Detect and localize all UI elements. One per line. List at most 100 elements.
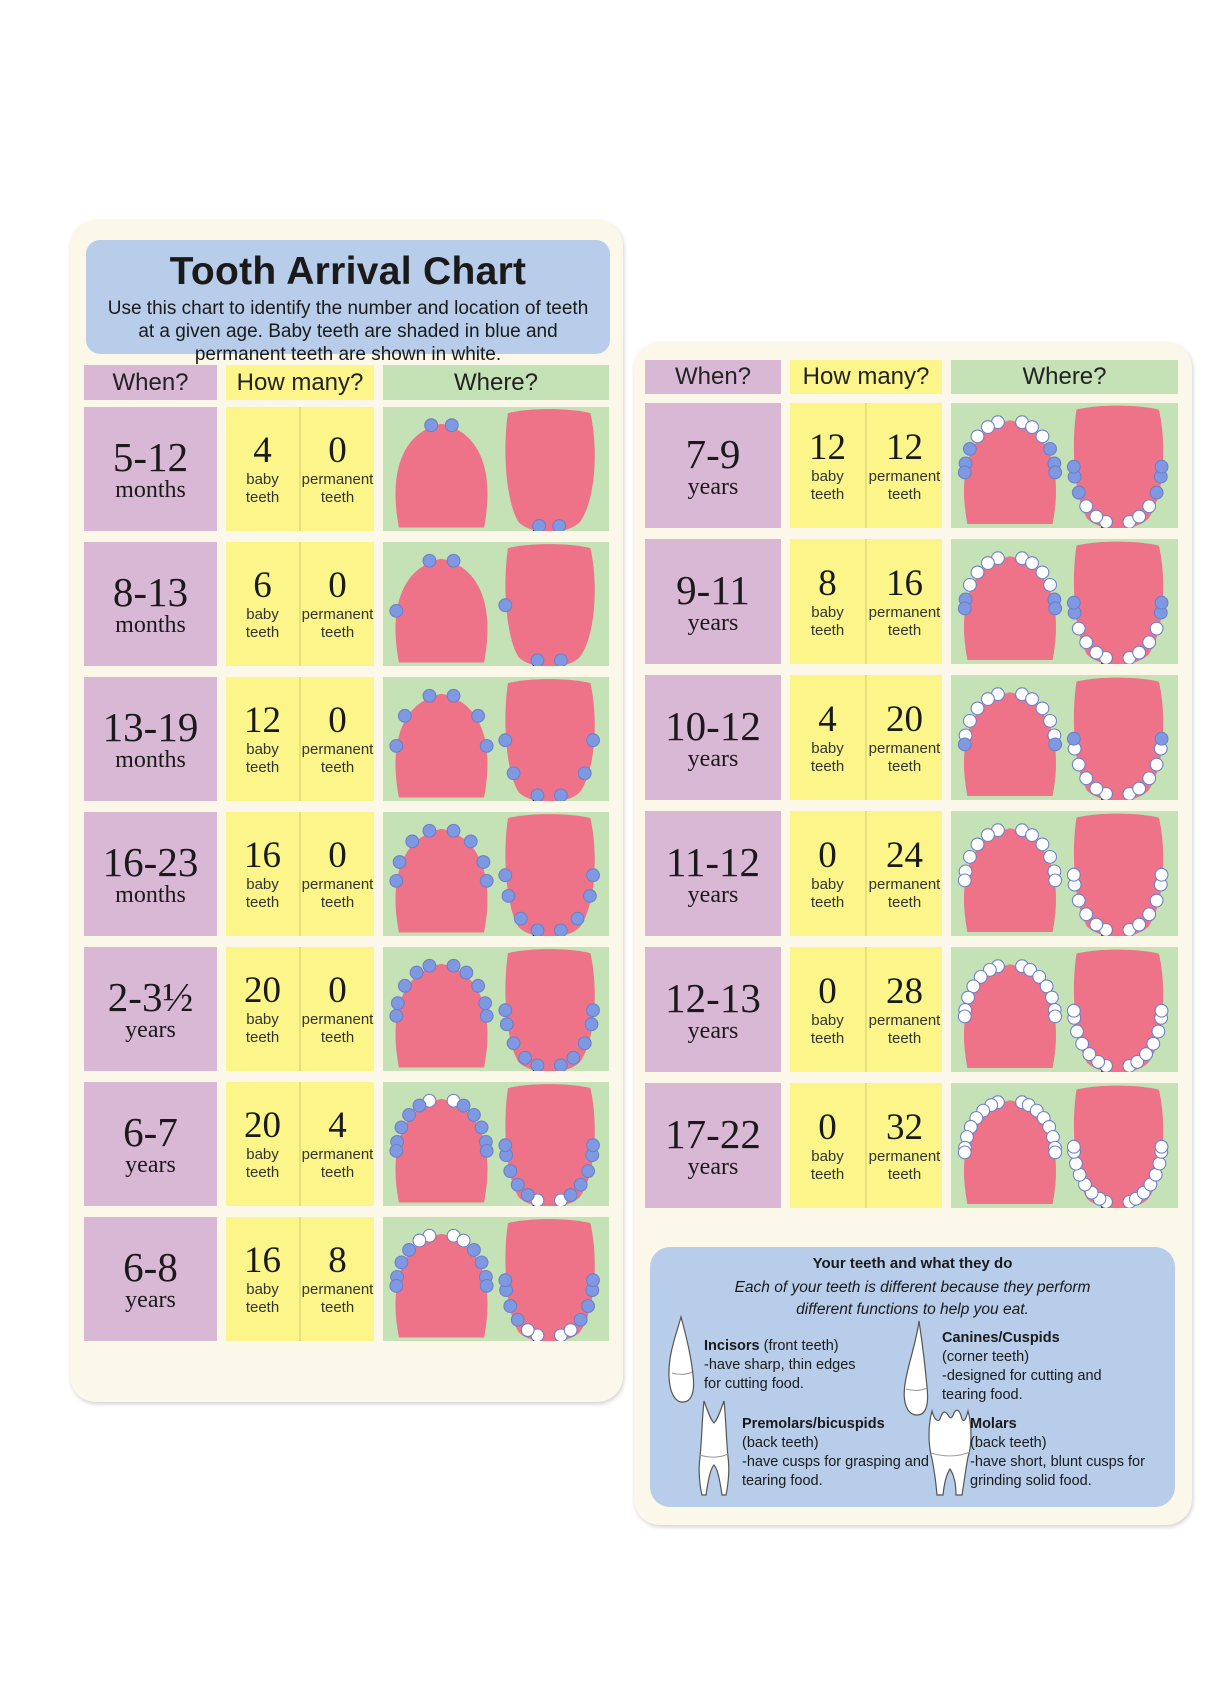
baby-count: 0 baby teeth: [790, 1083, 865, 1208]
premolars-desc: Premolars/bicuspids (back teeth) -have c…: [742, 1416, 929, 1489]
baby-teeth-label: baby teeth: [245, 471, 280, 506]
baby-count: 12 baby teeth: [790, 403, 865, 528]
permanent-teeth-label: permanent teeth: [868, 1147, 941, 1183]
molars-desc: Molars (back teeth) -have short, blunt c…: [970, 1416, 1145, 1489]
tooth-count-cell: 16 baby teeth 8 permanent teeth: [226, 1217, 374, 1341]
lower-label: lower: [532, 664, 567, 666]
how-many-header: How many?: [226, 365, 374, 400]
age-cell: 6-8 years: [84, 1217, 217, 1341]
permanent-teeth-label: permanent teeth: [868, 1011, 941, 1047]
permanent-count-number: 24: [886, 834, 923, 876]
tooth-location-cell: upper lower: [951, 675, 1178, 800]
tooth-count-cell: 16 baby teeth 0 permanent teeth: [226, 812, 374, 936]
age-unit: months: [115, 882, 186, 908]
how-many-header: How many?: [790, 360, 942, 394]
where-header: Where?: [951, 360, 1178, 394]
lower-label: lower: [532, 529, 567, 531]
age-cell: 12-13 years: [645, 947, 781, 1072]
dental-arch-diagram: upper lower: [395, 409, 595, 531]
permanent-teeth-label: permanent teeth: [301, 606, 374, 641]
age-unit: years: [687, 745, 739, 772]
age-unit: years: [687, 609, 739, 636]
baby-count: 8 baby teeth: [790, 539, 865, 664]
baby-teeth-label: baby teeth: [245, 1146, 280, 1181]
title-box: Tooth Arrival Chart Use this chart to id…: [86, 240, 610, 365]
age-unit: months: [115, 477, 186, 503]
baby-count: 16 baby teeth: [226, 1217, 299, 1341]
age-cell: 11-12 years: [645, 811, 781, 936]
when-header: When?: [645, 360, 781, 394]
tooth-count-cell: 6 baby teeth 0 permanent teeth: [226, 542, 374, 666]
baby-teeth-label: baby teeth: [810, 603, 845, 639]
when-header: When?: [84, 365, 217, 400]
permanent-count: 8 permanent teeth: [299, 1217, 374, 1341]
molar-icon: [928, 1408, 972, 1496]
tooth-location-cell: upper lower: [383, 947, 609, 1071]
lower-label: lower: [532, 1204, 567, 1206]
baby-count-number: 12: [244, 700, 281, 741]
lower-label: lower: [532, 934, 567, 936]
age-range: 12-13: [665, 974, 761, 1021]
permanent-count-number: 16: [886, 562, 923, 604]
baby-teeth-label: baby teeth: [245, 741, 280, 776]
legend-intro: Each of your teeth is different because …: [734, 1279, 1091, 1318]
dental-arch-diagram: upper lower: [389, 679, 600, 801]
lower-label: lower: [532, 1339, 567, 1341]
baby-count: 20 baby teeth: [226, 1082, 299, 1206]
age-unit: years: [687, 473, 739, 500]
dental-arch-diagram: upper lower: [389, 814, 600, 936]
age-unit: years: [125, 1017, 176, 1043]
upper-label: upper: [423, 1204, 461, 1206]
tooth-types-legend: Your teeth and what they do Each of your…: [650, 1247, 1175, 1507]
permanent-teeth-label: permanent teeth: [868, 875, 941, 911]
tooth-location-cell: upper lower: [951, 539, 1178, 664]
canines-desc: Canines/Cuspids (corner teeth) -designed…: [942, 1330, 1102, 1403]
baby-teeth-label: baby teeth: [245, 1281, 280, 1316]
lower-label: lower: [1100, 933, 1135, 936]
age-range: 6-7: [123, 1109, 178, 1155]
baby-teeth-label: baby teeth: [245, 876, 280, 911]
age-range: 11-12: [665, 838, 761, 885]
upper-label: upper: [423, 799, 461, 801]
permanent-count: 0 permanent teeth: [299, 677, 374, 801]
age-range: 8-13: [112, 569, 189, 615]
permanent-count: 20 permanent teeth: [865, 675, 942, 800]
baby-count-number: 16: [244, 835, 281, 876]
upper-label: upper: [423, 1069, 461, 1071]
tooth-location-cell: upper lower: [951, 403, 1178, 528]
age-cell: 7-9 years: [645, 403, 781, 528]
lower-label: lower: [1100, 661, 1135, 664]
permanent-count: 16 permanent teeth: [865, 539, 942, 664]
baby-count: 0 baby teeth: [790, 947, 865, 1072]
upper-label: upper: [991, 1205, 1029, 1208]
legend-title: Your teeth and what they do: [812, 1255, 1013, 1272]
permanent-count: 0 permanent teeth: [299, 812, 374, 936]
tooth-location-cell: upper lower: [383, 812, 609, 936]
age-unit: years: [687, 881, 739, 908]
tooth-location-cell: upper lower: [951, 947, 1178, 1072]
age-unit: years: [125, 1152, 176, 1178]
tooth-count-cell: 8 baby teeth 16 permanent teeth: [790, 539, 942, 664]
incisors-desc: Incisors (front teeth) -have sharp, thin…: [704, 1338, 856, 1392]
upper-label: upper: [991, 1069, 1029, 1072]
dental-arch-diagram: upper lower: [957, 677, 1169, 800]
permanent-count-number: 32: [886, 1106, 923, 1148]
tooth-count-cell: 20 baby teeth 4 permanent teeth: [226, 1082, 374, 1206]
dental-arch-diagram: upper lower: [957, 541, 1169, 664]
lower-label: lower: [1100, 1069, 1135, 1072]
tooth-location-cell: upper lower: [951, 1083, 1178, 1208]
permanent-count: 0 permanent teeth: [299, 407, 374, 531]
tooth-count-cell: 4 baby teeth 0 permanent teeth: [226, 407, 374, 531]
age-cell: 17-22 years: [645, 1083, 781, 1208]
permanent-count: 0 permanent teeth: [299, 947, 374, 1071]
lower-label: lower: [1100, 525, 1135, 528]
dental-arch-diagram: upper lower: [389, 1219, 600, 1341]
intro-text: Use this chart to identify the number an…: [107, 298, 589, 365]
permanent-count-number: 0: [328, 700, 347, 741]
permanent-count: 24 permanent teeth: [865, 811, 942, 936]
age-cell: 6-7 years: [84, 1082, 217, 1206]
age-range: 5-12: [112, 434, 189, 480]
dental-arch-diagram: upper lower: [957, 949, 1169, 1072]
permanent-count-number: 0: [328, 970, 347, 1011]
baby-teeth-label: baby teeth: [245, 1011, 280, 1046]
